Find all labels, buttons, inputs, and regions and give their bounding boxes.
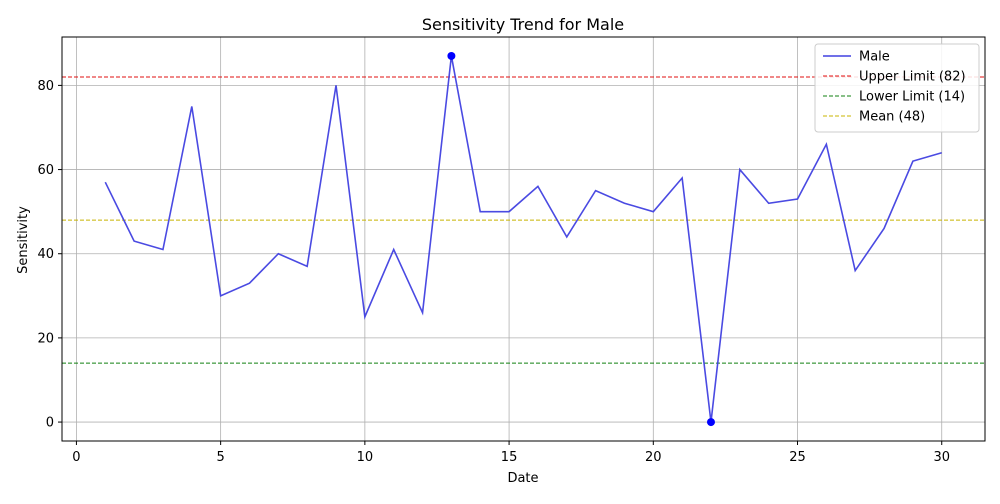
legend-entry-label: Male — [859, 50, 890, 65]
chart-title: Sensitivity Trend for Male — [422, 15, 624, 34]
y-tick-label: 20 — [37, 331, 54, 346]
legend-entry-label: Lower Limit (14) — [859, 90, 965, 105]
series-line-male — [104, 55, 942, 423]
y-tick-label: 0 — [46, 416, 54, 431]
plot-frame — [61, 36, 986, 442]
legend-entry-label: Mean (48) — [859, 110, 925, 125]
legend-box — [814, 43, 980, 133]
x-tick-label: 5 — [217, 450, 225, 465]
highlighted-point — [447, 51, 456, 60]
axis-ticks: 0 5 10 15 20 25 30 0 20 40 60 80 — [37, 79, 950, 465]
y-tick-label: 80 — [37, 79, 54, 94]
x-axis-label: Date — [507, 471, 538, 486]
legend: Male Upper Limit (82) Lower Limit (14) Mean… — [814, 43, 980, 133]
highlighted-point — [706, 418, 715, 427]
x-tick-label: 20 — [645, 450, 662, 465]
y-tick-label: 40 — [37, 247, 54, 262]
x-tick-label: 10 — [357, 450, 374, 465]
x-tick-label: 30 — [933, 450, 950, 465]
y-tick-label: 60 — [37, 163, 54, 178]
x-tick-label: 25 — [789, 450, 806, 465]
grid-lines — [62, 37, 985, 441]
series-lines — [104, 55, 942, 423]
highlighted-points — [447, 51, 715, 427]
legend-entry-label: Upper Limit (82) — [859, 70, 966, 85]
y-axis-label: Sensitivity — [16, 206, 31, 274]
x-tick-label: 15 — [501, 450, 518, 465]
x-tick-label: 0 — [72, 450, 80, 465]
